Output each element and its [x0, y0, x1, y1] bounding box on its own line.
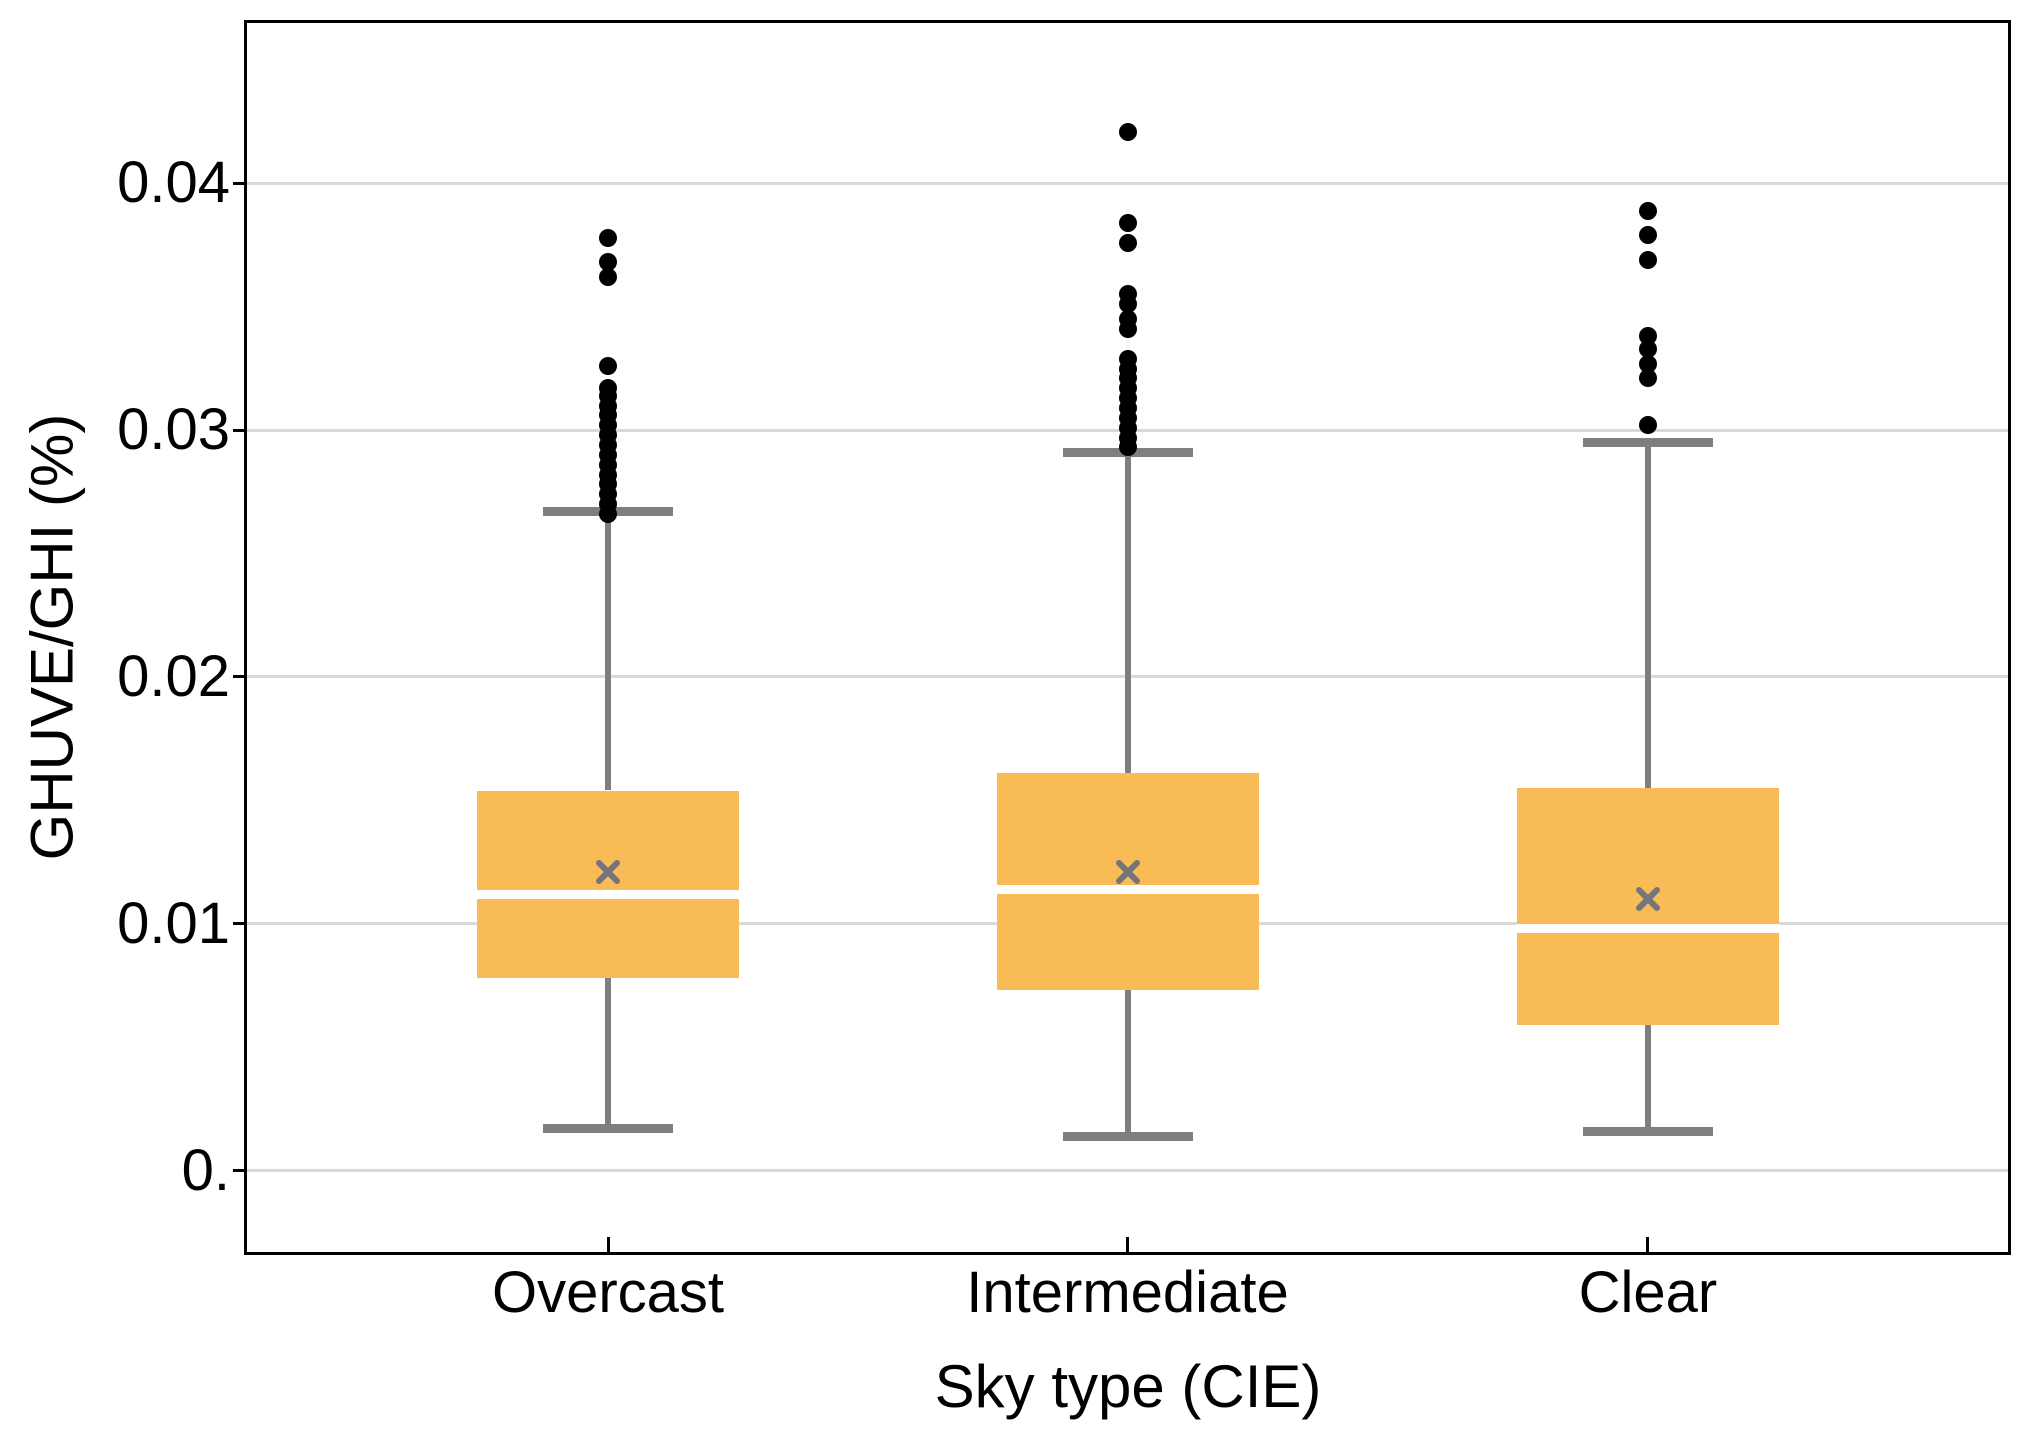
outlier-dot [1638, 250, 1657, 269]
outlier-dot [1638, 416, 1657, 435]
outlier-dot [1118, 233, 1137, 252]
y-gridline [247, 1169, 2008, 1173]
y-axis-tick [233, 1169, 247, 1173]
y-axis-tick [233, 428, 247, 432]
lower-whisker-cap [543, 1124, 673, 1134]
x-tick-label: Intermediate [966, 1260, 1289, 1325]
outlier-dot [599, 268, 617, 287]
lower-whisker-line [605, 978, 611, 1129]
lower-whisker-cap [1062, 1131, 1193, 1141]
x-axis-tick [606, 1237, 610, 1252]
outlier-dot [599, 357, 617, 376]
mean-x-marker [1115, 859, 1141, 885]
y-axis-title: GHUVE/GHI (%) [18, 413, 86, 861]
x-axis-title: Sky type (CIE) [934, 1353, 1322, 1420]
lower-whisker-cap [1582, 1126, 1713, 1136]
outlier-dot [599, 253, 617, 272]
y-gridline [247, 181, 2008, 185]
outlier-dot [1118, 320, 1137, 339]
median-line [996, 884, 1259, 894]
iqr-box [1516, 788, 1779, 1025]
x-tick-label: Overcast [491, 1260, 725, 1325]
y-axis-tick [233, 675, 247, 679]
outlier-dot [1118, 438, 1137, 457]
iqr-box [477, 790, 739, 979]
plot-border [244, 20, 2011, 1255]
outlier-dot [599, 228, 617, 247]
y-tick-label: 0.03 [117, 397, 230, 463]
y-tick-label: 0.01 [117, 890, 230, 956]
y-tick-label: 0.02 [117, 643, 230, 709]
y-tick-label: 0.04 [117, 150, 230, 216]
outlier-dot [1118, 295, 1137, 314]
outlier-dot [1638, 369, 1657, 388]
x-axis-tick [1126, 1237, 1129, 1252]
y-axis-tick [233, 922, 247, 926]
median-line [477, 889, 739, 899]
outlier-dot [599, 505, 617, 524]
outlier-dot [1638, 226, 1657, 245]
upper-whisker-line [1124, 452, 1131, 774]
outlier-dot [1638, 201, 1657, 220]
lower-whisker-line [1124, 990, 1131, 1136]
lower-whisker-line [1644, 1024, 1651, 1132]
upper-whisker-cap [1582, 438, 1713, 448]
x-tick-label: Clear [1578, 1260, 1718, 1325]
iqr-box [996, 773, 1259, 991]
mean-x-marker [1635, 886, 1661, 912]
x-axis-tick [1646, 1237, 1650, 1252]
outlier-dot [1118, 122, 1137, 141]
mean-x-marker [595, 859, 621, 885]
outlier-dot [1118, 213, 1137, 232]
y-axis-tick [233, 181, 247, 185]
y-tick-label: 0. [181, 1137, 230, 1203]
median-line [1516, 924, 1779, 934]
outlier-dot [1638, 354, 1657, 373]
outlier-dot [1638, 339, 1657, 358]
upper-whisker-line [605, 511, 611, 791]
upper-whisker-line [1644, 442, 1651, 789]
